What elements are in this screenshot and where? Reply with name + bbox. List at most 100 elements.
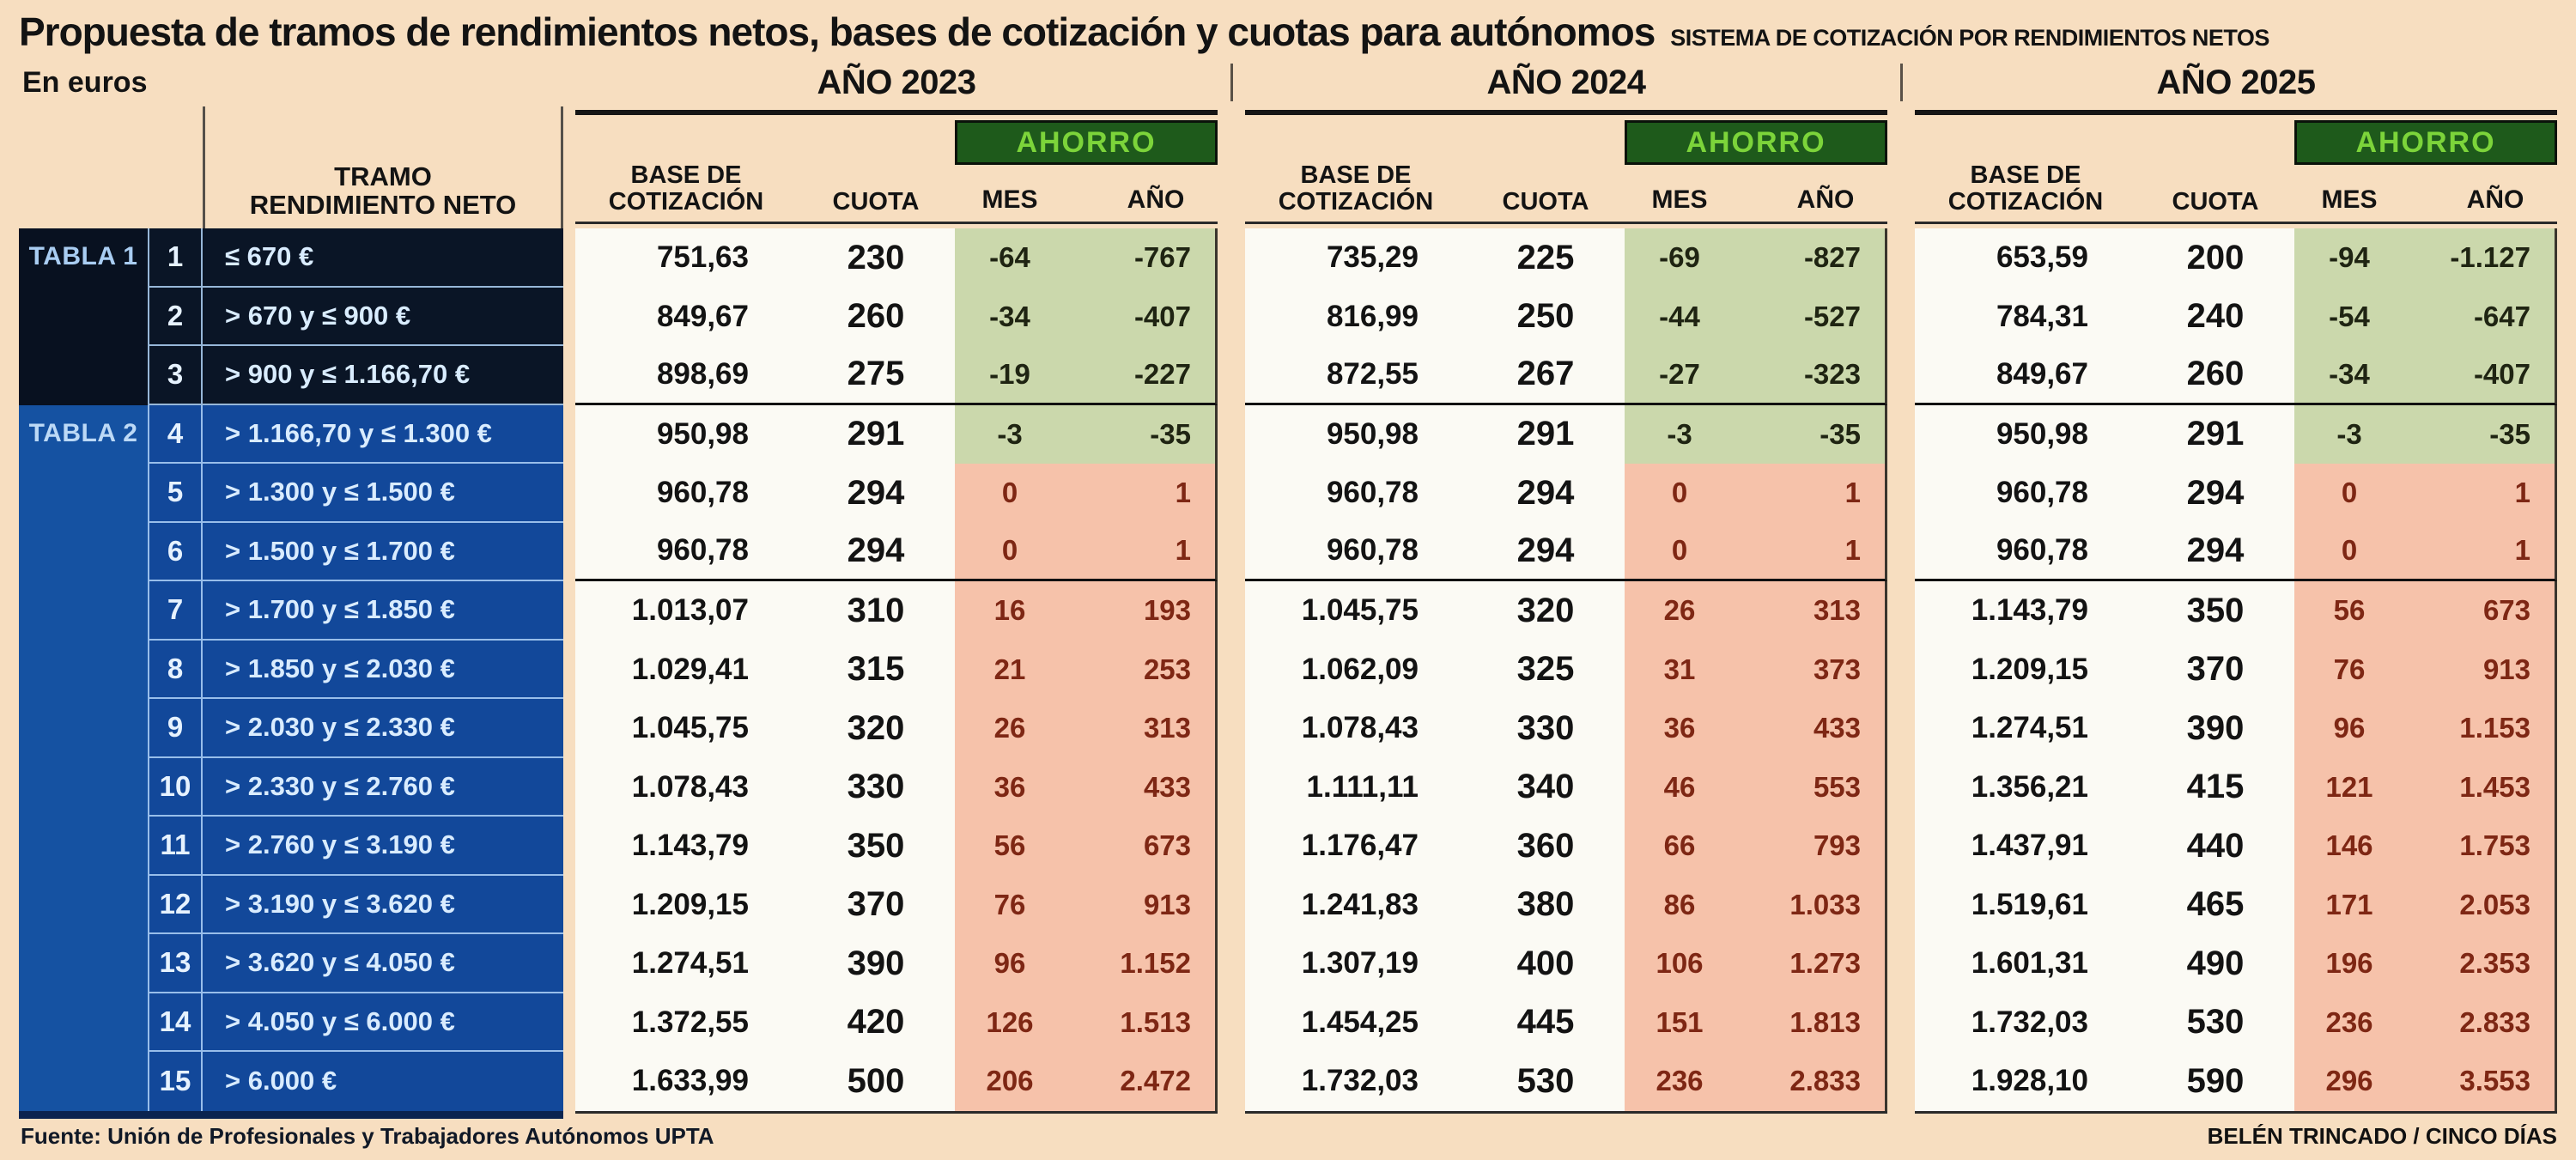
base-value-cell: 960,78 [575, 522, 797, 581]
cuota-value-cell: 325 [1467, 640, 1625, 699]
ahorro-ano-cell: 1.273 [1735, 934, 1887, 993]
cuota-value-cell: 240 [2136, 287, 2294, 346]
base-value-cell: 898,69 [575, 346, 797, 405]
cuota-value-cell: 415 [2136, 757, 2294, 817]
ano-header: AÑO [2466, 185, 2524, 214]
cuota-value-cell: 350 [2136, 581, 2294, 641]
ahorro-mes-cell: -3 [955, 404, 1065, 464]
ahorro-mes-cell: -69 [1625, 228, 1735, 288]
base-value-cell: 1.078,43 [1245, 699, 1467, 758]
ahorro-ano-cell: 433 [1735, 699, 1887, 758]
tramo-number-cell: 11 [148, 817, 203, 876]
base-value-cell: 1.143,79 [1915, 581, 2136, 641]
ahorro-ano-cell: 1.513 [1065, 993, 1218, 1052]
ahorro-ano-cell: 1 [1065, 522, 1218, 581]
tramo-range-cell: > 1.300 y ≤ 1.500 € [203, 464, 563, 523]
ahorro-ano-cell: -767 [1065, 228, 1218, 288]
year-header: AÑO 2023 [817, 63, 976, 101]
ahorro-ano-cell: -35 [1735, 404, 1887, 464]
ahorro-ano-cell: -827 [1735, 228, 1887, 288]
cuota-value-cell: 370 [2136, 640, 2294, 699]
cuota-value-cell: 320 [797, 699, 955, 758]
ahorro-mes-cell: 0 [955, 464, 1065, 523]
cuota-header: CUOTA [832, 187, 920, 216]
page-subtitle: SISTEMA DE COTIZACIÓN POR RENDIMIENTOS N… [1670, 25, 2269, 51]
base-value-cell: 950,98 [575, 404, 797, 464]
cuota-value-cell: 294 [1467, 522, 1625, 581]
cuota-value-cell: 465 [2136, 875, 2294, 934]
title-bar: Propuesta de tramos de rendimientos neto… [19, 9, 2557, 58]
tramo-range-cell: > 6.000 € [203, 1052, 563, 1111]
ahorro-mes-cell: 206 [955, 1052, 1065, 1111]
table-bottom-bar [19, 1110, 563, 1119]
base-value-cell: 1.356,21 [1915, 757, 2136, 817]
cuota-value-cell: 350 [797, 817, 955, 876]
cuota-value-cell: 530 [2136, 993, 2294, 1052]
cuota-value-cell: 200 [2136, 228, 2294, 288]
tramo-range-cell: > 1.850 y ≤ 2.030 € [203, 640, 563, 699]
ahorro-ano-cell: 673 [2404, 581, 2557, 641]
base-value-cell: 1.111,11 [1245, 757, 1467, 817]
ahorro-ano-cell: 1 [2404, 464, 2557, 523]
base-header: BASE DE COTIZACIÓN [1947, 161, 2104, 216]
base-value-cell: 1.519,61 [1915, 875, 2136, 934]
ahorro-mes-cell: 96 [955, 934, 1065, 993]
base-value-cell: 1.928,10 [1915, 1052, 2136, 1111]
ahorro-ano-cell: 253 [1065, 640, 1218, 699]
base-value-cell: 1.274,51 [1915, 699, 2136, 758]
ahorro-mes-cell: 121 [2294, 757, 2404, 817]
cuota-value-cell: 590 [2136, 1052, 2294, 1111]
cuota-value-cell: 390 [2136, 699, 2294, 758]
tramo-range-cell: > 2.330 y ≤ 2.760 € [203, 757, 563, 817]
ahorro-ano-cell: 2.353 [2404, 934, 2557, 993]
cuota-value-cell: 267 [1467, 346, 1625, 405]
tramo-range-cell: > 4.050 y ≤ 6.000 € [203, 993, 563, 1052]
ahorro-ano-cell: -647 [2404, 287, 2557, 346]
ahorro-mes-cell: -64 [955, 228, 1065, 288]
cuota-value-cell: 330 [797, 757, 955, 817]
base-value-cell: 751,63 [575, 228, 797, 288]
cuota-value-cell: 360 [1467, 817, 1625, 876]
cuota-value-cell: 440 [2136, 817, 2294, 876]
ahorro-mes-cell: -34 [2294, 346, 2404, 405]
cuota-value-cell: 420 [797, 993, 955, 1052]
table-bottom-line [1245, 1110, 1887, 1114]
ahorro-ano-cell: 553 [1735, 757, 1887, 817]
ahorro-ano-cell: 193 [1065, 581, 1218, 641]
ahorro-ano-cell: 1 [2404, 522, 2557, 581]
base-value-cell: 1.045,75 [1245, 581, 1467, 641]
base-value-cell: 735,29 [1245, 228, 1467, 288]
ahorro-mes-cell: 56 [955, 817, 1065, 876]
base-value-cell: 872,55 [1245, 346, 1467, 405]
cuota-value-cell: 225 [1467, 228, 1625, 288]
header-underline [1915, 222, 2557, 224]
base-value-cell: 960,78 [1915, 522, 2136, 581]
tramo-range-cell: > 670 y ≤ 900 € [203, 287, 563, 346]
cuota-value-cell: 250 [1467, 287, 1625, 346]
ahorro-mes-cell: 0 [2294, 522, 2404, 581]
page-title: Propuesta de tramos de rendimientos neto… [19, 9, 1656, 54]
ahorro-ano-cell: 3.553 [2404, 1052, 2557, 1111]
base-value-cell: 1.062,09 [1245, 640, 1467, 699]
ahorro-ano-cell: -1.127 [2404, 228, 2557, 288]
base-value-cell: 816,99 [1245, 287, 1467, 346]
base-value-cell: 1.029,41 [575, 640, 797, 699]
year-separator-tick [1230, 64, 1233, 101]
ahorro-mes-cell: 46 [1625, 757, 1735, 817]
tramo-number-cell: 3 [148, 346, 203, 405]
cuota-value-cell: 291 [797, 404, 955, 464]
tramo-range-cell: > 3.190 y ≤ 3.620 € [203, 875, 563, 934]
tramo-range-cell: > 1.166,70 y ≤ 1.300 € [203, 404, 563, 464]
base-value-cell: 1.045,75 [575, 699, 797, 758]
header-underline [575, 222, 1218, 224]
ahorro-ano-cell: 2.053 [2404, 875, 2557, 934]
ahorro-mes-cell: 151 [1625, 993, 1735, 1052]
ahorro-mes-cell: 0 [1625, 522, 1735, 581]
base-value-cell: 1.274,51 [575, 934, 797, 993]
base-header: BASE DE COTIZACIÓN [608, 161, 764, 216]
header-underline [1245, 222, 1887, 224]
base-value-cell: 849,67 [575, 287, 797, 346]
cuota-value-cell: 294 [1467, 464, 1625, 523]
ahorro-ano-cell: 913 [1065, 875, 1218, 934]
